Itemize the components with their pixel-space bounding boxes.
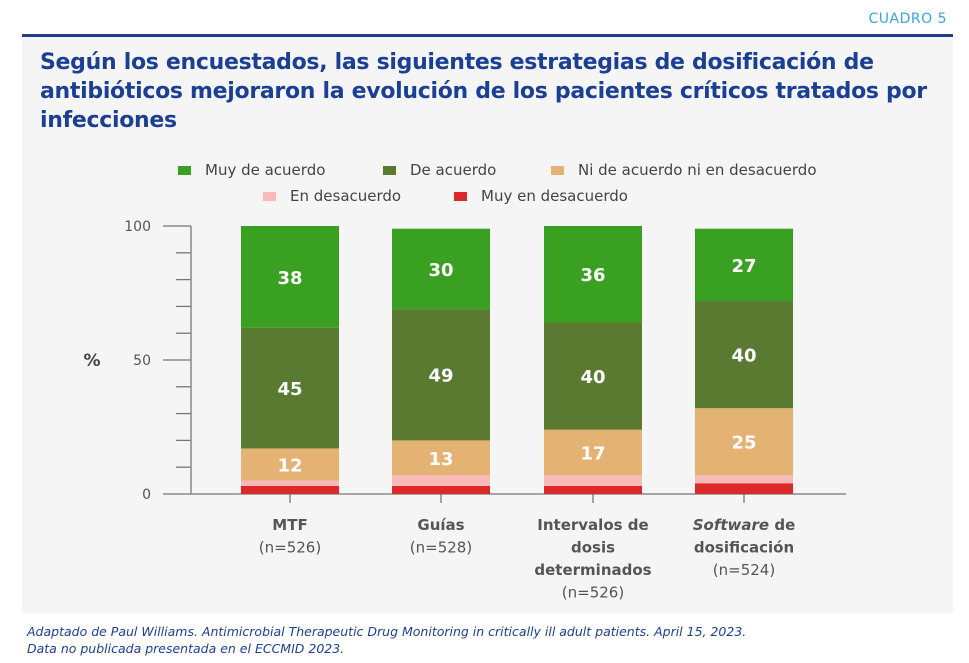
figure-label: CUADRO 5 <box>868 11 947 27</box>
legend-swatch <box>263 191 276 201</box>
footnote-line-1: Adaptado de Paul Williams. Antimicrobial… <box>27 624 747 639</box>
bar-segment <box>695 483 793 494</box>
legend-item: En desacuerdo <box>263 187 401 205</box>
y-tick-label: 0 <box>142 487 151 503</box>
bar-segment <box>241 448 339 481</box>
bar-segment <box>695 475 793 484</box>
bar-segment <box>392 440 490 476</box>
legend-item: Ni de acuerdo ni en desacuerdo <box>551 161 817 179</box>
category-n-label: (n=528) <box>410 539 472 557</box>
data-label: 12 <box>277 456 302 477</box>
data-label: 45 <box>277 379 302 400</box>
bar-segment <box>544 226 642 323</box>
data-label: 27 <box>731 256 756 277</box>
bar-segment <box>392 475 490 486</box>
data-label: 36 <box>580 265 605 286</box>
category-label: Guías <box>417 516 464 534</box>
legend-label: Muy en desacuerdo <box>481 187 628 205</box>
data-label: 40 <box>731 346 756 367</box>
legend-swatch <box>178 165 191 175</box>
data-label: 13 <box>428 449 453 470</box>
legend-swatch <box>383 165 396 175</box>
y-tick-label: 50 <box>133 353 151 369</box>
footnote-line-2: Data no publicada presentada en el ECCMI… <box>27 641 345 656</box>
bar-segment <box>544 485 642 494</box>
bar-segment <box>241 327 339 449</box>
legend-label: Muy de acuerdo <box>205 161 326 179</box>
category-label: determinados <box>534 561 651 579</box>
category-n-label: (n=526) <box>562 584 624 602</box>
category-label: Software de <box>693 516 796 534</box>
bar-segment <box>544 429 642 476</box>
bar-segment <box>392 485 490 494</box>
legend-item: De acuerdo <box>383 161 496 179</box>
legend-label: Ni de acuerdo ni en desacuerdo <box>578 161 817 179</box>
y-axis-title: % <box>83 351 100 371</box>
data-label: 40 <box>580 367 605 388</box>
bar-segment <box>695 228 793 302</box>
bar-segment <box>392 228 490 310</box>
legend-item: Muy en desacuerdo <box>454 187 628 205</box>
legend-swatch <box>454 191 467 201</box>
bar-segment <box>241 480 339 486</box>
data-label: 17 <box>580 443 605 464</box>
category-label: dosificación <box>694 539 794 557</box>
category-n-label: (n=526) <box>259 539 321 557</box>
bar-segment <box>695 301 793 409</box>
data-label: 38 <box>277 268 302 289</box>
header-rule <box>22 34 953 37</box>
legend-label: En desacuerdo <box>290 187 402 205</box>
y-tick-label: 100 <box>124 219 151 235</box>
chart-title: Según los encuestados, las siguientes es… <box>40 50 927 133</box>
data-label: 30 <box>428 260 453 281</box>
category-n-label: (n=524) <box>713 561 775 579</box>
category-label: Intervalos de <box>537 516 648 534</box>
legend-swatch <box>551 165 564 175</box>
bar-segment <box>241 226 339 328</box>
bar-segment <box>241 485 339 494</box>
bar-segment <box>544 322 642 430</box>
bar-segment <box>695 408 793 476</box>
legend-item: Muy de acuerdo <box>178 161 325 179</box>
category-label: dosis <box>571 539 615 557</box>
bar-segment <box>392 309 490 441</box>
bar-segment <box>544 475 642 486</box>
legend-label: De acuerdo <box>410 161 497 179</box>
footnote: Adaptado de Paul Williams. Antimicrobial… <box>27 623 746 657</box>
data-label: 25 <box>731 433 756 454</box>
category-label: MTF <box>272 516 307 534</box>
data-label: 49 <box>428 366 453 387</box>
